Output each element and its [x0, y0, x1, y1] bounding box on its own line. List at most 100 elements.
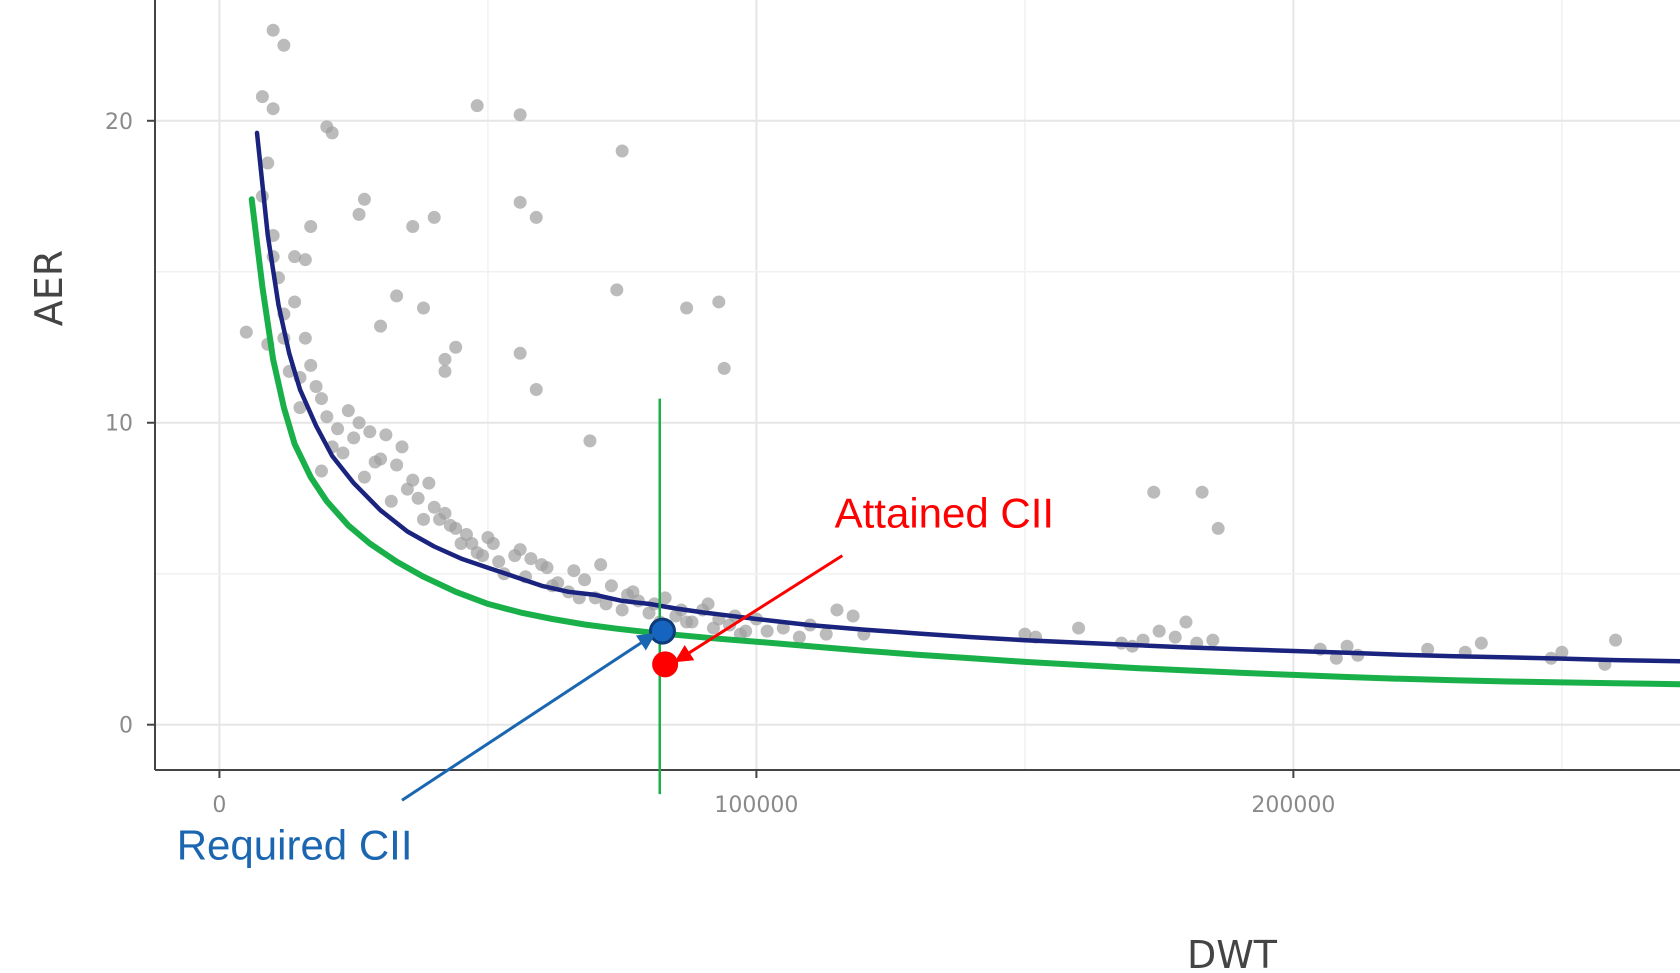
scatter-point	[331, 422, 345, 436]
x-tick-label: 200000	[1251, 793, 1335, 818]
labels: Attained CII Required CII	[177, 489, 1054, 868]
scatter-point	[427, 210, 441, 224]
x-axis-title: DWT	[1187, 933, 1278, 973]
scatter-point	[320, 410, 334, 424]
scatter-point	[594, 558, 608, 572]
scatter-point	[1168, 630, 1182, 644]
scatter-point	[776, 621, 790, 635]
scatter-point	[352, 416, 366, 430]
scatter-point	[1147, 485, 1161, 499]
reference-line	[254, 130, 1680, 664]
scatter-point	[363, 425, 377, 439]
scatter-point	[347, 431, 361, 445]
scatter-point	[626, 585, 640, 599]
scatter-point	[615, 603, 629, 617]
scatter-point	[336, 446, 350, 460]
scatter-point	[239, 325, 253, 339]
scatter-point	[320, 120, 334, 134]
scatter-point	[288, 295, 302, 309]
scatter-point	[449, 521, 463, 535]
scatter-point	[427, 500, 441, 514]
scatter-point	[615, 144, 629, 158]
scatter-point	[357, 470, 371, 484]
scatter-point	[524, 552, 538, 566]
scatter-point	[470, 99, 484, 113]
scatter-point	[1421, 642, 1435, 656]
scatter-point	[288, 250, 302, 264]
scatter-point	[680, 301, 694, 315]
scatter-point	[368, 455, 382, 469]
x-tick-label: 100000	[714, 793, 798, 818]
scatter-point	[1018, 627, 1032, 641]
scatter-point	[578, 573, 592, 587]
scatter-point	[406, 473, 420, 487]
required-cii-point	[648, 617, 676, 645]
scatter-point	[658, 591, 672, 605]
scatter-point	[1609, 633, 1623, 647]
scatter-point	[390, 289, 404, 303]
scatter-point	[701, 597, 715, 611]
scatter-point	[266, 23, 280, 37]
scatter-point	[379, 428, 393, 442]
scatter-point	[1211, 521, 1225, 535]
scatter-point	[465, 537, 479, 551]
y-tick-label: 0	[119, 714, 133, 739]
scatter-point	[513, 195, 527, 209]
scatter-point	[298, 253, 312, 267]
scatter-point	[717, 361, 731, 375]
scatter-point	[486, 537, 500, 551]
scatter-point	[1206, 633, 1220, 647]
scatter-point	[304, 219, 318, 233]
scatter-point	[706, 621, 720, 635]
scatter-point	[416, 301, 430, 315]
scatter-point	[529, 210, 543, 224]
scatter-point	[1179, 615, 1193, 629]
scatter-point	[374, 319, 388, 333]
scatter-point	[384, 494, 398, 508]
scatter-point	[438, 506, 452, 520]
scatter-point	[513, 543, 527, 557]
scatter-point	[1195, 485, 1209, 499]
scatter-point	[830, 603, 844, 617]
y-tick-label: 20	[105, 110, 133, 135]
required-cii-line	[248, 196, 1680, 688]
scatter-point	[266, 102, 280, 116]
scatter-point	[846, 609, 860, 623]
scatter-point	[438, 352, 452, 366]
scatter-point	[422, 476, 436, 490]
scatter-point	[314, 464, 328, 478]
grid	[155, 0, 1680, 770]
scatter-point	[476, 549, 490, 563]
axes: 0 100000 200000 0 10 20 DWT AER	[27, 0, 1680, 973]
scatter-point	[314, 392, 328, 406]
scatter-point	[293, 401, 307, 415]
scatter-point	[406, 219, 420, 233]
fitted-lines	[248, 130, 1680, 688]
scatter-point	[255, 90, 269, 104]
scatter-point	[304, 358, 318, 372]
scatter-point	[449, 340, 463, 354]
scatter-point	[680, 615, 694, 629]
scatter-point	[819, 627, 833, 641]
scatter-point	[438, 364, 452, 378]
scatter-point	[309, 380, 323, 394]
x-tick-label: 0	[212, 793, 226, 818]
scatter-point	[583, 434, 597, 448]
scatter-point	[529, 383, 543, 397]
scatter-point	[261, 156, 275, 170]
scatter-point	[513, 346, 527, 360]
attained-cii-point	[652, 651, 679, 678]
scatter-point	[1474, 636, 1488, 650]
y-axis-title: AER	[27, 250, 71, 326]
scatter-point	[1152, 624, 1166, 638]
scatter-point	[1329, 651, 1343, 665]
scatter-point	[599, 597, 613, 611]
scatter-point	[604, 579, 618, 593]
scatter-point	[411, 491, 425, 505]
scatter-point	[395, 440, 409, 454]
scatter-point	[352, 207, 366, 221]
scatter-point	[341, 404, 355, 418]
scatter-point	[357, 192, 371, 206]
scatter-point	[760, 624, 774, 638]
